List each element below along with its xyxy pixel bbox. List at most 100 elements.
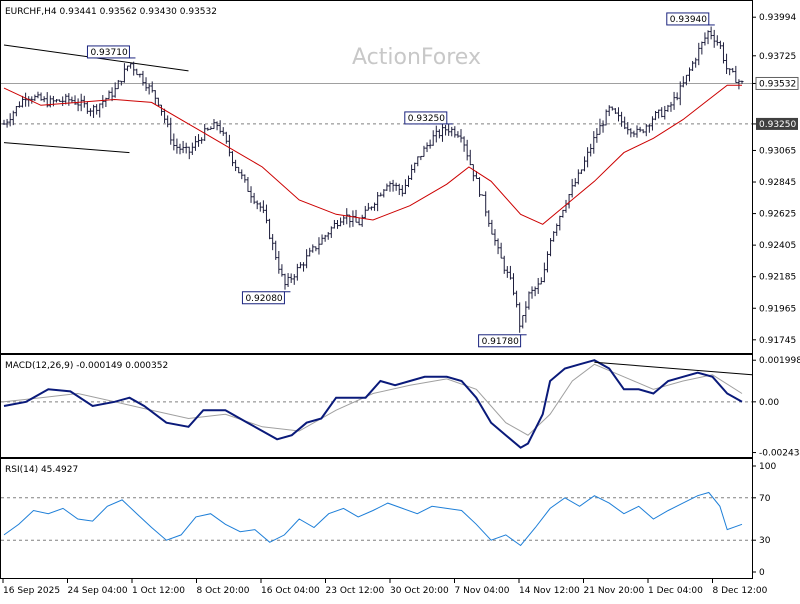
ohlc-bar xyxy=(681,76,685,88)
ohlc-bar xyxy=(110,87,114,102)
x-tick-label: 30 Oct 20:00 xyxy=(390,586,449,596)
ohlc-bar xyxy=(227,134,231,157)
price-panel-frame xyxy=(0,0,753,354)
ohlc-bar xyxy=(24,92,28,107)
ohlc-bar xyxy=(231,151,235,167)
ohlc-bar xyxy=(410,164,414,181)
ohlc-bar xyxy=(456,131,460,138)
price-annotation-box xyxy=(404,111,448,125)
ohlc-bar xyxy=(122,63,126,83)
ohlc-bar xyxy=(576,169,580,185)
ohlc-bar xyxy=(654,110,658,121)
ohlc-bar xyxy=(703,32,707,46)
ohlc-bar xyxy=(369,206,373,211)
price-annotation-label: 0.93250 xyxy=(408,114,445,124)
ohlc-bar xyxy=(203,124,207,141)
ohlc-bar xyxy=(126,65,130,72)
ohlc-bar xyxy=(292,274,296,285)
ohlc-bar xyxy=(675,92,679,101)
ohlc-bar xyxy=(76,98,80,112)
ohlc-bar xyxy=(583,156,587,172)
ohlc-bar xyxy=(237,166,241,174)
ohlc-bar xyxy=(437,129,441,139)
price-annotation-label: 0.91780 xyxy=(482,337,519,347)
ohlc-bar xyxy=(200,137,204,144)
ohlc-bar xyxy=(586,147,590,168)
ohlc-bar xyxy=(286,273,290,287)
ohlc-bar xyxy=(721,42,725,64)
ohlc-bar xyxy=(684,74,688,86)
ohlc-bar xyxy=(373,202,377,211)
ohlc-bar xyxy=(397,183,401,196)
ohlc-bar xyxy=(181,140,185,154)
ohlc-bar xyxy=(95,104,99,115)
ohlc-bar xyxy=(731,67,735,73)
moving-average-line xyxy=(3,84,742,225)
level-price-box xyxy=(756,117,798,130)
ohlc-bar xyxy=(558,215,562,231)
ohlc-bar xyxy=(240,169,244,180)
ohlc-bar xyxy=(48,95,52,108)
ohlc-bar xyxy=(601,120,605,133)
ohlc-bar xyxy=(706,30,710,45)
ohlc-bar xyxy=(348,214,352,228)
ohlc-bar xyxy=(530,286,534,299)
price-annotation-label: 0.93940 xyxy=(670,15,707,25)
ohlc-bar xyxy=(542,262,546,283)
ohlc-bar xyxy=(163,108,167,124)
ohlc-bar xyxy=(249,186,253,203)
ohlc-bar xyxy=(298,262,302,269)
ohlc-bar xyxy=(98,103,102,118)
ohlc-bar xyxy=(329,226,333,238)
ohlc-bar xyxy=(688,67,692,82)
x-tick-label: 1 Dec 04:00 xyxy=(648,586,703,596)
ohlc-bar xyxy=(484,191,488,217)
ohlc-bar xyxy=(184,142,188,154)
ohlc-bar xyxy=(283,273,287,290)
ohlc-bar xyxy=(481,194,485,196)
ohlc-bar xyxy=(308,247,312,257)
ohlc-bar xyxy=(505,266,509,278)
ohlc-bar xyxy=(487,210,491,227)
ohlc-bar xyxy=(613,108,617,114)
ohlc-bar xyxy=(650,116,654,131)
price-annotation-label: 0.92080 xyxy=(245,294,282,304)
rsi-y-tick-label: 0 xyxy=(759,568,765,578)
ohlc-bar xyxy=(700,41,704,55)
ohlc-bar xyxy=(450,126,454,137)
ohlc-bar xyxy=(221,127,225,136)
ohlc-bar xyxy=(305,249,309,269)
ohlc-bar xyxy=(459,129,463,143)
current-price-label: 0.93532 xyxy=(759,79,796,89)
x-tick-label: 8 Dec 12:00 xyxy=(713,586,768,596)
ohlc-bar xyxy=(116,79,120,90)
ohlc-bar xyxy=(379,192,383,197)
ohlc-bar xyxy=(274,240,278,260)
ohlc-bar xyxy=(496,238,500,255)
ohlc-bar xyxy=(663,105,667,120)
ohlc-bar xyxy=(453,126,457,138)
x-tick-label: 8 Oct 20:00 xyxy=(197,586,250,596)
ohlc-bar xyxy=(672,91,676,110)
x-tick-label: 7 Nov 04:00 xyxy=(455,586,510,596)
ohlc-bar xyxy=(42,96,46,103)
macd-trendline-segment xyxy=(594,361,753,376)
ohlc-bar xyxy=(92,104,96,118)
ohlc-bar xyxy=(39,92,43,101)
x-tick-label: 1 Oct 12:00 xyxy=(132,586,185,596)
ohlc-bar xyxy=(502,255,506,274)
price-level-lines xyxy=(1,82,752,125)
ohlc-bar xyxy=(21,95,25,108)
price-y-tick-label: 0.93250 xyxy=(759,120,796,130)
price-annotation-box xyxy=(666,12,710,26)
ohlc-bar xyxy=(255,200,259,210)
ohlc-bar xyxy=(561,209,565,218)
ohlc-bar xyxy=(678,81,682,106)
ohlc-bar xyxy=(508,265,512,280)
ohlc-bar xyxy=(101,95,105,109)
price-annotation-box xyxy=(241,291,285,305)
ohlc-bar xyxy=(64,93,68,105)
ohlc-bar xyxy=(376,191,380,212)
price-y-tick-label: 0.93065 xyxy=(759,146,796,156)
